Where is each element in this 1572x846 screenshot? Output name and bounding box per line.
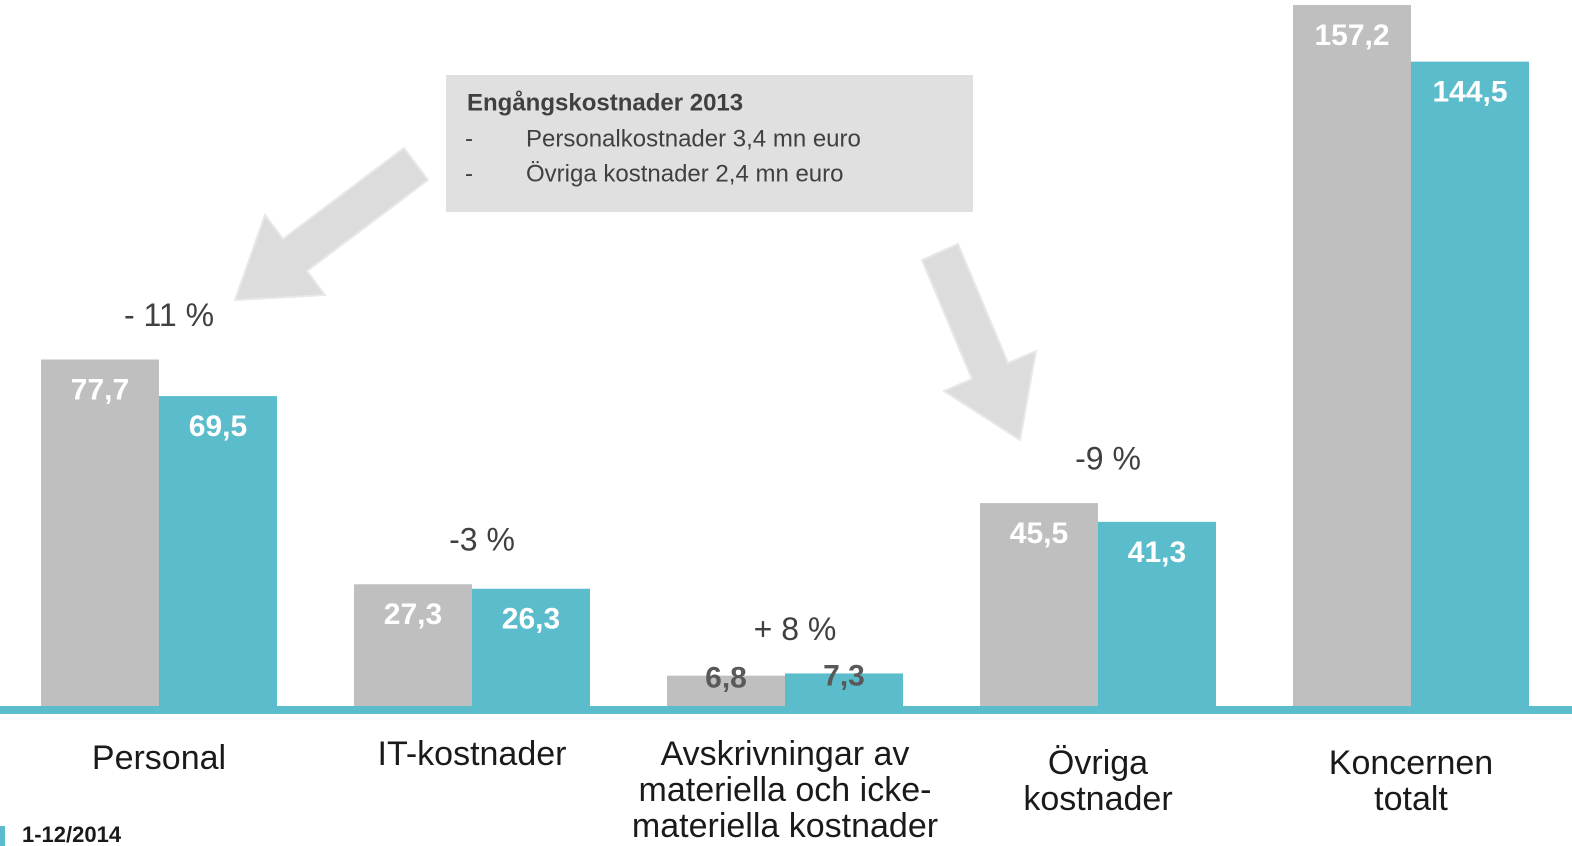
category-label: Avskrivningar av materiella och icke-mat… [631, 735, 939, 845]
change-label: -9 % [1075, 441, 1141, 477]
bar [667, 675, 785, 706]
callout-title: Engångskostnader 2013 [467, 89, 743, 116]
bar [1411, 61, 1529, 707]
bar [980, 503, 1098, 706]
change-label: + 8 % [754, 611, 837, 647]
callout-box [446, 75, 973, 212]
bar [159, 396, 277, 706]
bar [41, 359, 159, 706]
bar [1098, 521, 1216, 706]
bar [785, 673, 903, 706]
arrow [920, 242, 1038, 442]
callout-item: Personalkostnader 3,4 mn euro [526, 125, 861, 152]
axis-line [0, 706, 1572, 714]
value-label: 6,8 [705, 662, 747, 695]
category-label: Personal [91, 739, 227, 777]
value-label: 69,5 [189, 410, 247, 443]
category-label: IT-kostnader [377, 735, 567, 773]
legend-swatch [0, 826, 5, 846]
category-label: Övriga kostnader [1023, 744, 1173, 818]
bar [472, 588, 590, 706]
value-label: 157,2 [1314, 19, 1389, 52]
change-label: - 11 % [124, 297, 214, 333]
arrow [233, 146, 430, 302]
value-label: 77,7 [71, 373, 129, 406]
bar [1293, 5, 1411, 706]
value-label: 144,5 [1432, 76, 1507, 109]
bar [354, 584, 472, 706]
value-label: 45,5 [1010, 517, 1068, 550]
change-label: -3 % [449, 522, 515, 558]
legend-label: 1-12/2014 [22, 822, 122, 846]
value-label: 27,3 [384, 598, 442, 631]
value-label: 7,3 [823, 659, 865, 692]
bullet: - [465, 125, 473, 152]
category-label: Koncernen totalt [1328, 744, 1494, 818]
bullet: - [465, 160, 473, 187]
value-label: 26,3 [502, 603, 560, 636]
value-label: 41,3 [1128, 536, 1186, 569]
callout-item: Övriga kostnader 2,4 mn euro [526, 160, 844, 187]
